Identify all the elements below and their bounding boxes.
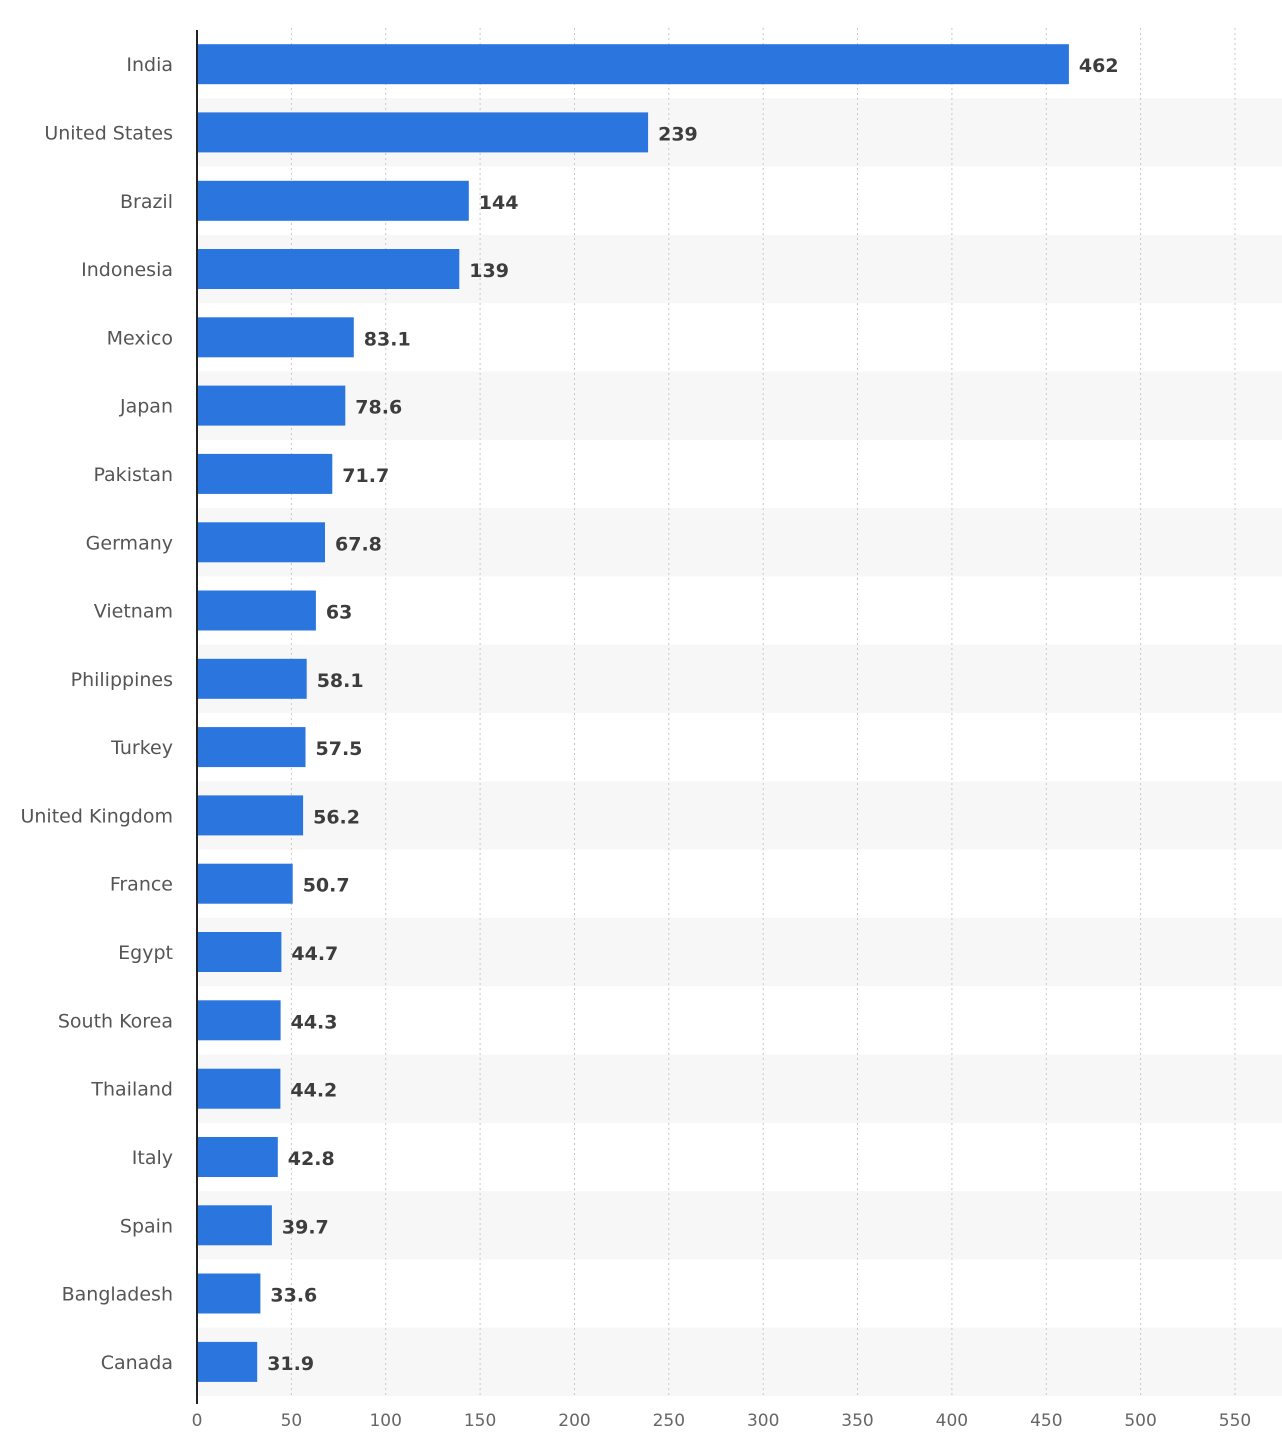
value-label: 31.9 (267, 1353, 314, 1375)
category-label: Germany (86, 532, 173, 554)
x-tick-label: 400 (936, 1411, 968, 1431)
row-band (197, 1191, 1282, 1260)
category-label: South Korea (58, 1010, 173, 1032)
value-label: 78.6 (355, 397, 402, 419)
grid-lines (290, 28, 1236, 1398)
row-band (197, 1327, 1282, 1396)
category-label: France (110, 874, 173, 896)
value-label: 44.3 (291, 1011, 338, 1033)
value-label: 462 (1079, 55, 1119, 77)
category-label: Brazil (120, 191, 173, 213)
bar (197, 385, 346, 426)
value-label: 63 (326, 602, 352, 624)
bar (197, 590, 316, 631)
bar (197, 522, 325, 563)
category-labels: India United States Brazil Indonesia Mexico J… (20, 54, 173, 1374)
row-band (197, 644, 1282, 713)
bar (197, 727, 306, 768)
category-label: Vietnam (94, 601, 173, 623)
bar (197, 180, 469, 221)
bar (197, 453, 333, 494)
x-tick-label: 200 (558, 1411, 590, 1431)
value-label: 39.7 (282, 1216, 329, 1238)
category-label: Turkey (110, 737, 173, 759)
category-label: Bangladesh (62, 1284, 173, 1306)
value-label: 42.8 (288, 1148, 335, 1170)
bar (197, 932, 282, 972)
value-label: 144 (479, 192, 519, 214)
category-label: Japan (119, 396, 173, 418)
x-tick-label: 550 (1219, 1411, 1251, 1431)
x-tick-label: 150 (464, 1411, 496, 1431)
bar (197, 1000, 281, 1041)
category-label: Spain (120, 1215, 173, 1237)
row-band (197, 371, 1282, 440)
x-tick-label: 300 (747, 1411, 779, 1431)
category-label: India (126, 54, 173, 76)
category-label: Thailand (90, 1079, 173, 1101)
category-label: Philippines (71, 669, 173, 691)
value-label: 139 (469, 260, 509, 282)
value-label: 58.1 (317, 670, 364, 692)
category-label: Italy (132, 1147, 173, 1169)
row-band (197, 917, 1282, 987)
category-label: Canada (101, 1352, 173, 1374)
row-band (197, 1054, 1282, 1123)
x-axis-ticks: 0 50 100 150 200 250 300 350 400 450 500 550 (192, 1411, 1252, 1431)
bar (197, 317, 354, 358)
x-tick-label: 350 (841, 1411, 873, 1431)
bar (197, 1137, 278, 1177)
bar (197, 1341, 258, 1382)
x-tick-label: 500 (1124, 1411, 1156, 1431)
category-label: United Kingdom (20, 805, 173, 827)
bar (197, 658, 307, 699)
value-label: 67.8 (335, 533, 382, 555)
value-label: 44.7 (291, 943, 338, 965)
bars (197, 44, 1069, 1382)
x-tick-label: 0 (192, 1411, 203, 1431)
bar (197, 795, 304, 836)
value-label: 56.2 (313, 806, 360, 828)
category-label: Mexico (107, 327, 173, 349)
value-label: 50.7 (303, 875, 350, 897)
bar (197, 863, 293, 904)
x-tick-label: 250 (653, 1411, 685, 1431)
value-label: 71.7 (342, 465, 389, 487)
bar (197, 112, 649, 153)
bar (197, 1273, 261, 1314)
x-tick-label: 100 (369, 1411, 401, 1431)
category-label: Pakistan (93, 464, 173, 486)
row-band (197, 508, 1282, 577)
bar (197, 44, 1069, 85)
value-labels: 462 239 144 139 83.1 78.6 71.7 67.8 63 58.1 57.5 56… (267, 55, 1118, 1375)
row-band (197, 781, 1282, 850)
category-label: Indonesia (81, 259, 173, 281)
value-label: 44.2 (290, 1080, 337, 1102)
value-label: 239 (658, 123, 698, 145)
category-label: United States (44, 122, 173, 144)
value-label: 33.6 (270, 1285, 317, 1307)
value-label: 57.5 (316, 738, 363, 760)
x-tick-label: 50 (281, 1411, 303, 1431)
category-label: Egypt (118, 942, 173, 964)
bar (197, 1205, 272, 1246)
value-label: 83.1 (364, 328, 411, 350)
bar (197, 1068, 281, 1109)
bar (197, 249, 460, 289)
row-bands (197, 98, 1282, 1396)
x-tick-label: 450 (1030, 1411, 1062, 1431)
